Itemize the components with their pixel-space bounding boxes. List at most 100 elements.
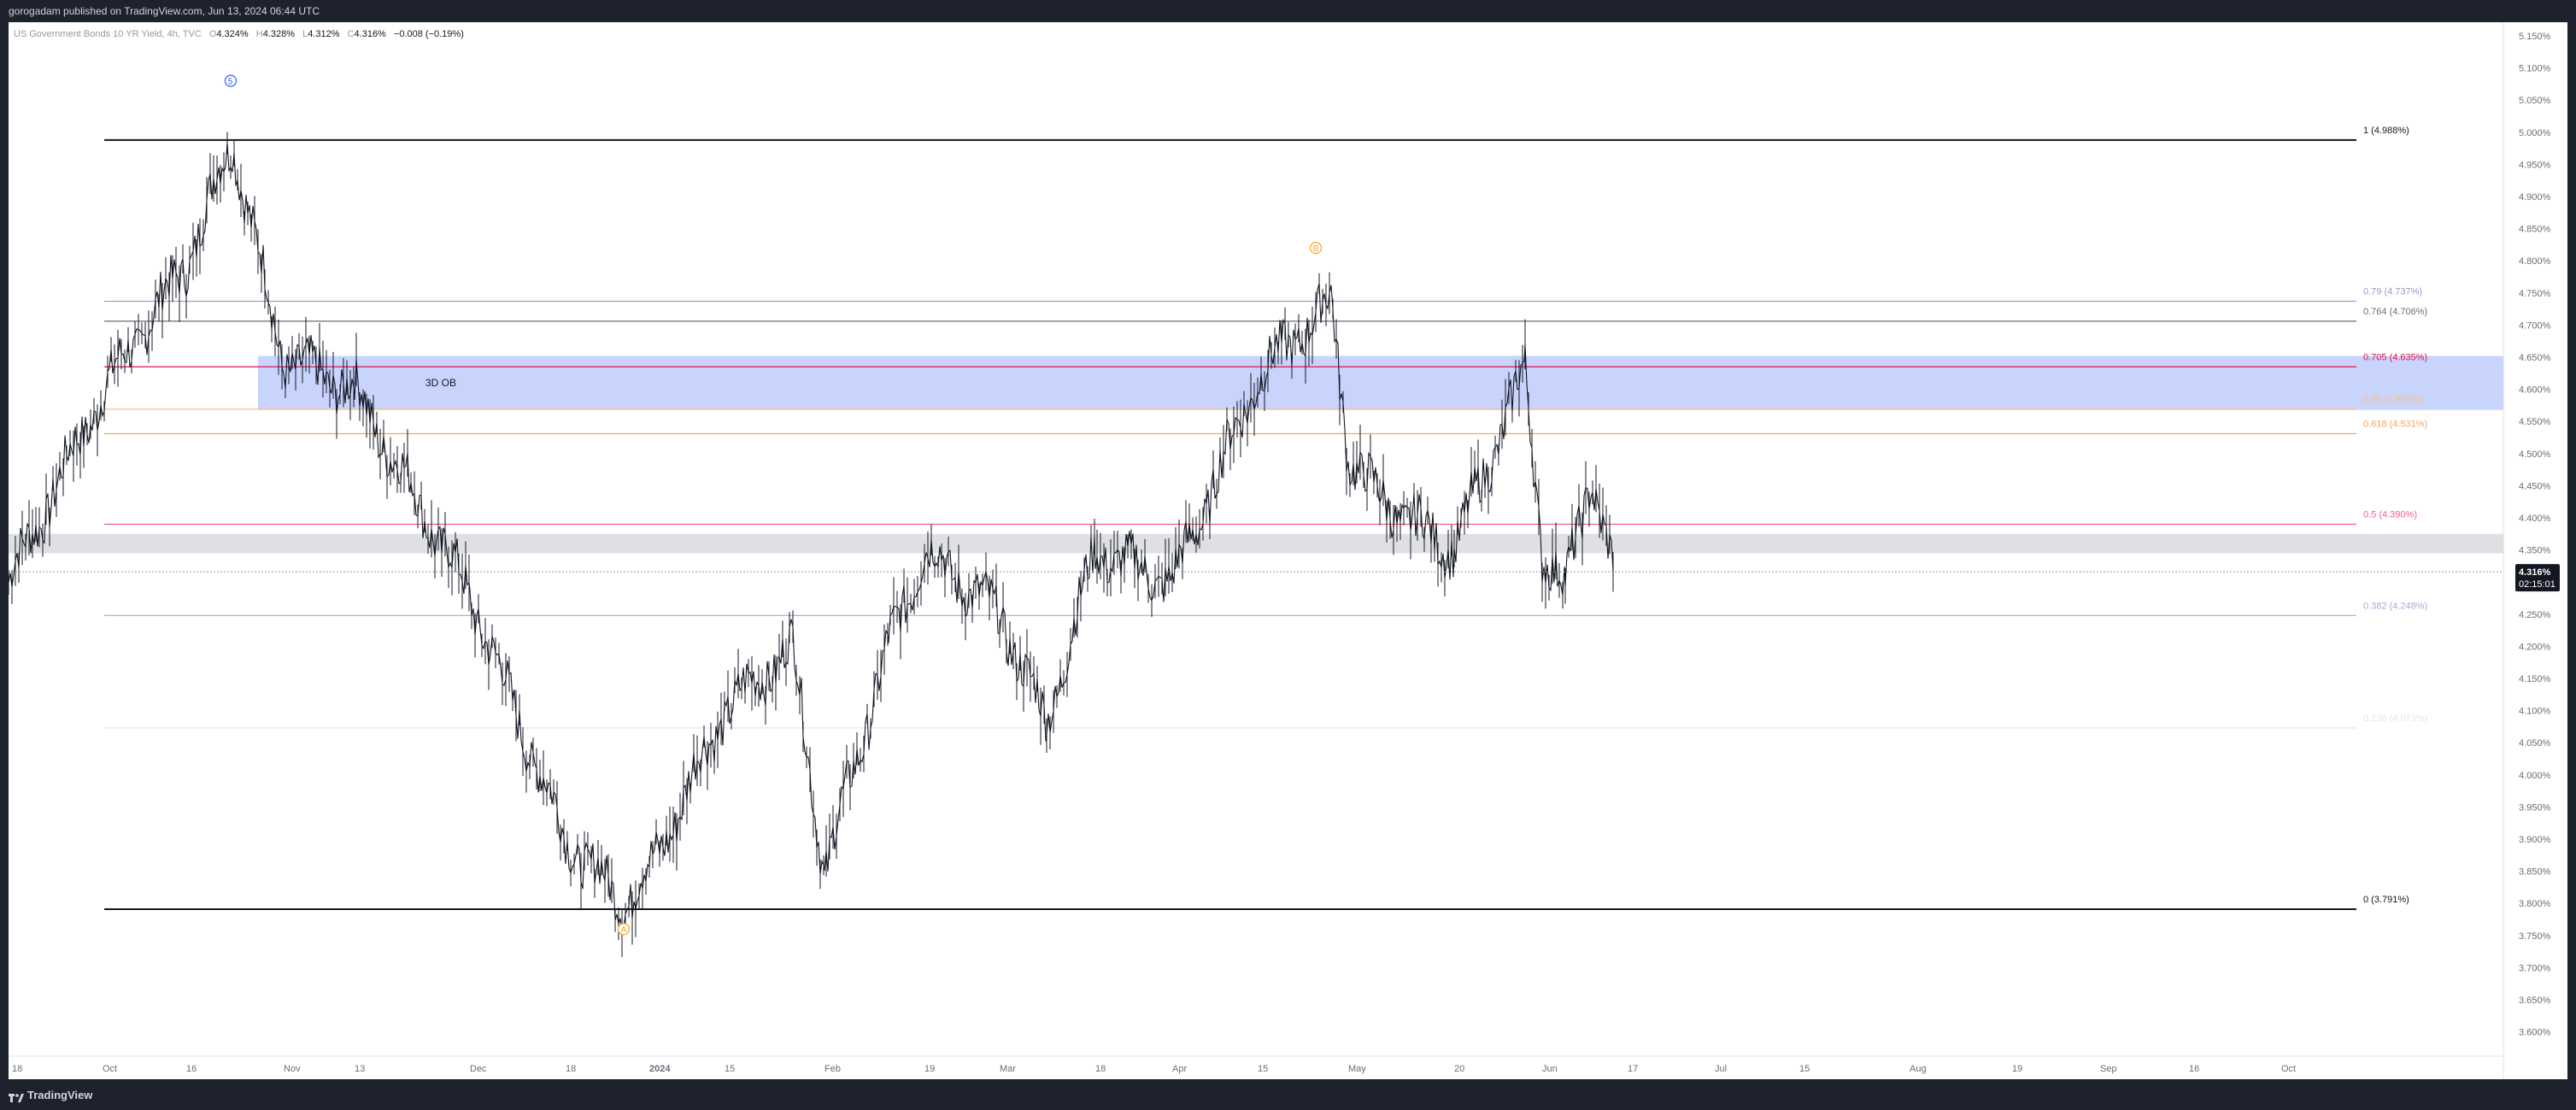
price-tick-label: 4.450% bbox=[2519, 481, 2551, 491]
price-tick-label: 3.900% bbox=[2519, 835, 2551, 845]
price-tick-label: 5.150% bbox=[2519, 32, 2551, 42]
price-tick-label: 4.050% bbox=[2519, 738, 2551, 749]
low-label: L bbox=[302, 29, 308, 39]
publisher-line: gorogadam published on TradingView.com, … bbox=[9, 5, 320, 17]
symbol-interval: 4h bbox=[167, 29, 178, 39]
price-tick-label: 4.000% bbox=[2519, 771, 2551, 781]
brand-name: TradingView bbox=[27, 1089, 93, 1101]
time-tick-label: Jul bbox=[1715, 1064, 1727, 1074]
fib-label-0-3-791: 0 (3.791%) bbox=[2363, 895, 2409, 905]
chart-panel[interactable]: 5.150% 5.100% 5.050% 5.000% 4.950% 4.900% 4.85… bbox=[9, 22, 2567, 1079]
tradingview-logo-icon bbox=[9, 1092, 24, 1102]
time-tick-label: Mar bbox=[1000, 1064, 1016, 1074]
price-tick-label: 3.700% bbox=[2519, 963, 2551, 973]
wave-label-a: A bbox=[621, 925, 627, 935]
time-tick-label: 18 bbox=[1095, 1064, 1106, 1074]
price-tick-label: 4.500% bbox=[2519, 449, 2551, 460]
time-tick-label: Apr bbox=[1172, 1064, 1187, 1074]
time-tick-label: 18 bbox=[566, 1064, 576, 1074]
open-value: 4.324% bbox=[216, 29, 249, 39]
time-tick-label: 19 bbox=[2012, 1064, 2022, 1074]
order-block-label: 3D OB bbox=[425, 377, 456, 389]
price-tick-label: 4.950% bbox=[2519, 160, 2551, 170]
price-tick-label: 4.900% bbox=[2519, 192, 2551, 203]
footer-bar: TradingView bbox=[0, 1079, 2576, 1110]
price-tick-label: 4.350% bbox=[2519, 546, 2551, 556]
order-block-zone[interactable] bbox=[258, 355, 2503, 410]
fib-label-0-65-4-569: 0.65 (4.569%) bbox=[2363, 395, 2422, 405]
bar-countdown: 02:15:01 bbox=[2519, 579, 2555, 590]
last-price-value: 4.316% bbox=[2519, 567, 2551, 578]
time-tick-label: 2024 bbox=[649, 1064, 671, 1074]
price-tick-label: 4.600% bbox=[2519, 385, 2551, 396]
price-chart[interactable]: 5.150% 5.100% 5.050% 5.000% 4.950% 4.900% 4.85… bbox=[9, 22, 2567, 1079]
time-tick-label: Jun bbox=[1542, 1064, 1558, 1074]
fib-label-0-5-4-390: 0.5 (4.390%) bbox=[2363, 510, 2417, 520]
open-label: O bbox=[208, 29, 217, 39]
price-tick-label: 3.750% bbox=[2519, 931, 2551, 942]
time-tick-label: 16 bbox=[186, 1064, 197, 1074]
time-tick-label: Dec bbox=[470, 1064, 487, 1074]
price-tick-label: 4.200% bbox=[2519, 642, 2551, 652]
price-tick-label: 4.250% bbox=[2519, 610, 2551, 620]
price-tick-label: 5.050% bbox=[2519, 96, 2551, 106]
price-tick-label: 5.000% bbox=[2519, 128, 2551, 138]
symbol-name[interactable]: US Government Bonds 10 YR Yield bbox=[14, 29, 162, 39]
time-tick-label: 19 bbox=[924, 1064, 935, 1074]
price-tick-label: 3.600% bbox=[2519, 1028, 2551, 1038]
time-tick-label: 17 bbox=[1628, 1064, 1638, 1074]
fib-label-1-4-988: 1 (4.988%) bbox=[2363, 126, 2409, 136]
price-tick-label: 3.850% bbox=[2519, 867, 2551, 878]
time-tick-label: Nov bbox=[284, 1064, 301, 1074]
last-price-badge[interactable] bbox=[2515, 564, 2560, 592]
price-tick-label: 3.800% bbox=[2519, 899, 2551, 909]
high-value: 4.328% bbox=[262, 29, 296, 39]
fib-label-0-705-4-635: 0.705 (4.635%) bbox=[2363, 352, 2427, 362]
time-tick-label: May bbox=[1348, 1064, 1366, 1074]
time-tick-label: 15 bbox=[1799, 1064, 1810, 1074]
time-tick-label: 15 bbox=[1258, 1064, 1268, 1074]
fib-label-0-79-4-737: 0.79 (4.737%) bbox=[2363, 287, 2422, 297]
wave-label-a-circle[interactable] bbox=[617, 923, 631, 936]
wave-label-5-circle[interactable] bbox=[224, 74, 238, 87]
low-value: 4.312% bbox=[308, 29, 340, 39]
price-tick-label: 4.550% bbox=[2519, 417, 2551, 427]
time-tick-label: 18 bbox=[12, 1064, 22, 1074]
price-tick-label: 4.650% bbox=[2519, 353, 2551, 363]
support-band[interactable] bbox=[9, 533, 2503, 554]
time-tick-label: 16 bbox=[2189, 1064, 2199, 1074]
price-tick-label: 3.650% bbox=[2519, 995, 2551, 1006]
fib-label-0-618-4-531: 0.618 (4.531%) bbox=[2363, 419, 2427, 429]
fib-label-0-764-4-706: 0.764 (4.706%) bbox=[2363, 307, 2427, 317]
time-tick-label: Oct bbox=[103, 1064, 117, 1074]
price-tick-label: 5.100% bbox=[2519, 64, 2551, 74]
time-tick-label: 15 bbox=[725, 1064, 735, 1074]
time-tick-label: Sep bbox=[2100, 1064, 2117, 1074]
fib-label-0-236-4-073: 0.236 (4.073%) bbox=[2363, 714, 2427, 724]
price-tick-label: 4.800% bbox=[2519, 256, 2551, 267]
price-tick-label: 4.850% bbox=[2519, 225, 2551, 235]
price-tick-label: 4.400% bbox=[2519, 514, 2551, 524]
time-tick-label: Feb bbox=[824, 1064, 841, 1074]
time-tick-label: Oct bbox=[2281, 1064, 2296, 1074]
symbol-source: TVC bbox=[182, 29, 202, 39]
price-tick-label: 3.950% bbox=[2519, 802, 2551, 813]
high-label: H bbox=[255, 29, 263, 39]
symbol-legend: US Government Bonds 10 YR Yield, 4h, TVC… bbox=[14, 29, 464, 39]
time-tick-label: 13 bbox=[355, 1064, 365, 1074]
publish-header: gorogadam published on TradingView.com, … bbox=[0, 0, 2576, 22]
price-tick-label: 4.750% bbox=[2519, 289, 2551, 299]
price-tick-label: 4.100% bbox=[2519, 707, 2551, 717]
tradingview-logo[interactable]: TradingView bbox=[9, 1089, 93, 1102]
change-value: −0.008 (−0.19%) bbox=[393, 29, 464, 39]
time-tick-label: Aug bbox=[1910, 1064, 1927, 1074]
fib-label-0-382-4-248: 0.382 (4.248%) bbox=[2363, 601, 2427, 611]
wave-label-b-circle[interactable] bbox=[1309, 242, 1323, 255]
close-label: C bbox=[347, 29, 355, 39]
time-tick-label: 20 bbox=[1454, 1064, 1464, 1074]
price-tick-label: 4.700% bbox=[2519, 320, 2551, 331]
price-tick-label: 4.150% bbox=[2519, 674, 2551, 684]
wave-label-b: B bbox=[1313, 244, 1319, 254]
wave-label-5: 5 bbox=[228, 77, 233, 86]
close-value: 4.316% bbox=[354, 29, 386, 39]
